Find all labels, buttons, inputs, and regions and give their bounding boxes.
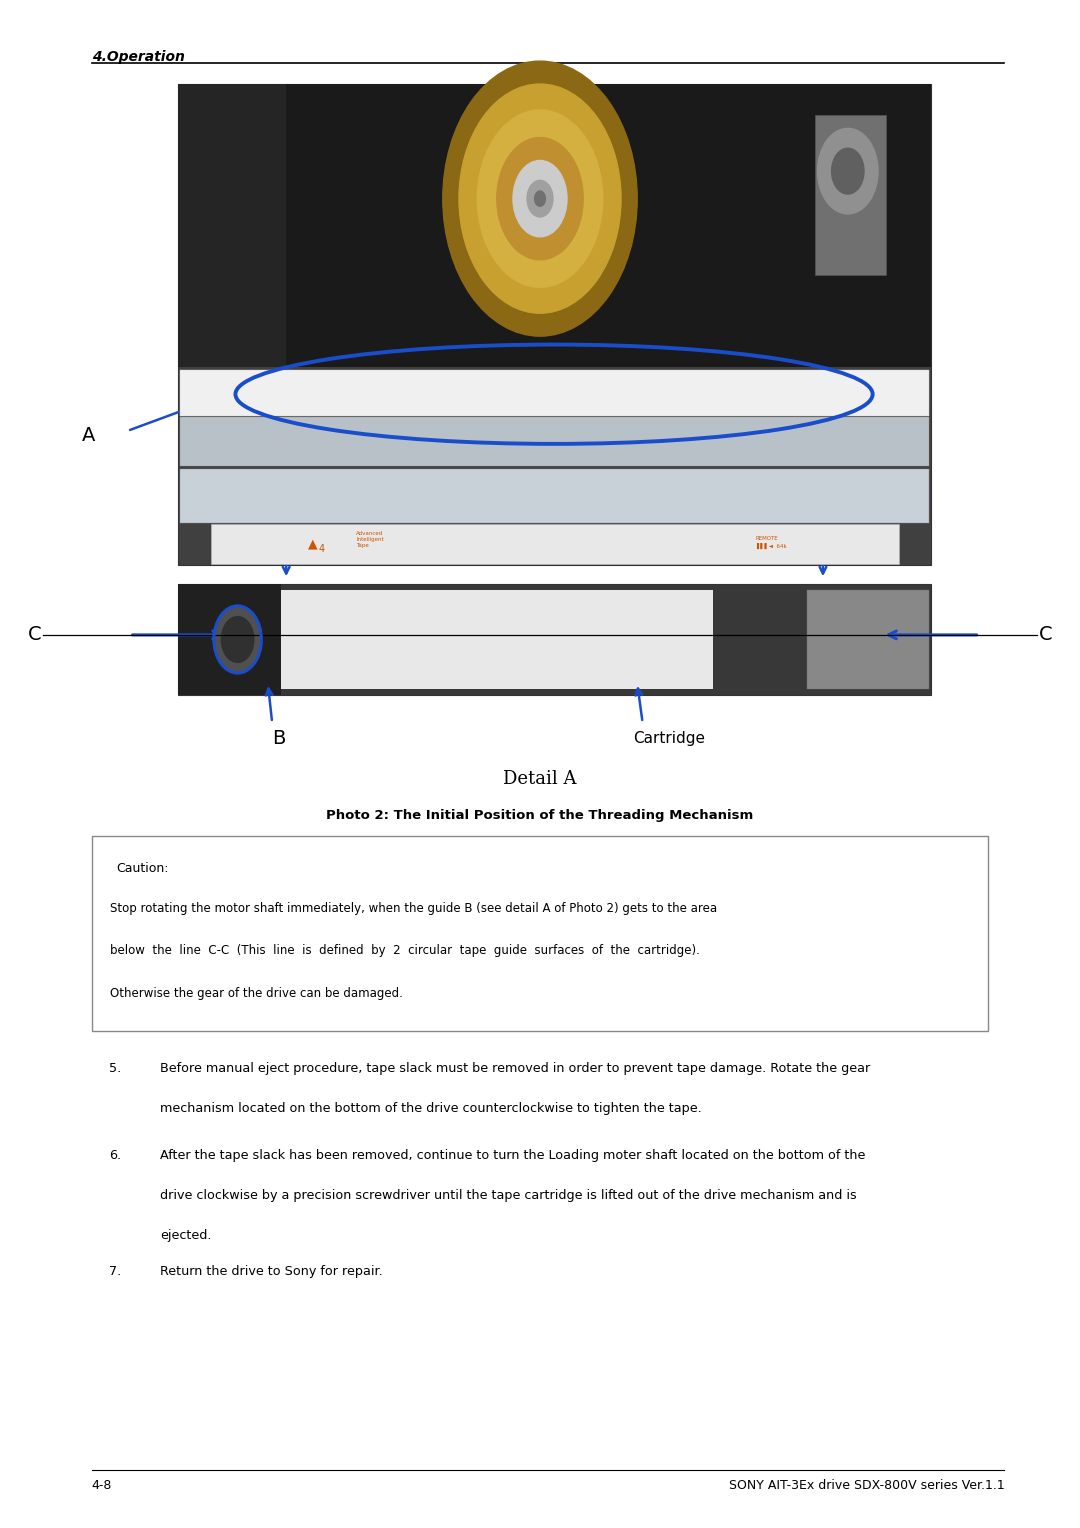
Text: 4-8: 4-8: [92, 1479, 112, 1491]
Circle shape: [832, 148, 864, 194]
Text: Stop rotating the motor shaft immediately, when the guide B (see detail A of Pho: Stop rotating the motor shaft immediatel…: [110, 902, 717, 915]
FancyBboxPatch shape: [815, 115, 886, 275]
Text: REMOTE
▌▌▌◄  64k: REMOTE ▌▌▌◄ 64k: [756, 536, 786, 549]
Circle shape: [214, 605, 261, 672]
Text: Tape guide surface: Tape guide surface: [740, 536, 872, 550]
Text: 4.Operation: 4.Operation: [92, 50, 185, 64]
FancyBboxPatch shape: [281, 590, 713, 689]
FancyBboxPatch shape: [807, 590, 929, 689]
Text: Photo 2: The Initial Position of the Threading Mechanism: Photo 2: The Initial Position of the Thr…: [326, 810, 754, 822]
Circle shape: [477, 110, 603, 287]
FancyBboxPatch shape: [180, 417, 929, 466]
FancyBboxPatch shape: [178, 84, 931, 367]
Circle shape: [443, 61, 637, 336]
FancyBboxPatch shape: [211, 524, 899, 564]
Text: 4: 4: [319, 544, 325, 553]
Circle shape: [221, 616, 254, 662]
Circle shape: [513, 160, 567, 237]
FancyBboxPatch shape: [178, 84, 931, 565]
Circle shape: [459, 84, 621, 313]
FancyBboxPatch shape: [178, 584, 931, 695]
Text: mechanism located on the bottom of the drive counterclockwise to tighten the tap: mechanism located on the bottom of the d…: [160, 1102, 702, 1115]
Text: ejected.: ejected.: [160, 1229, 212, 1242]
Text: C: C: [27, 625, 41, 645]
FancyBboxPatch shape: [180, 370, 929, 416]
FancyBboxPatch shape: [178, 84, 286, 367]
Text: C: C: [1039, 625, 1053, 645]
Text: 6.: 6.: [109, 1149, 121, 1163]
Text: Advanced
Intelligent
Tape: Advanced Intelligent Tape: [356, 532, 384, 547]
Text: A: A: [82, 426, 95, 445]
Text: 7.: 7.: [109, 1265, 121, 1279]
Circle shape: [527, 180, 553, 217]
Text: Cartridge: Cartridge: [634, 730, 705, 746]
Text: Tape guide surface: Tape guide surface: [238, 536, 369, 550]
FancyBboxPatch shape: [180, 469, 929, 523]
Text: Otherwise the gear of the drive can be damaged.: Otherwise the gear of the drive can be d…: [110, 987, 403, 1001]
Text: ▲: ▲: [309, 538, 318, 550]
FancyBboxPatch shape: [178, 584, 281, 695]
Text: Before manual eject procedure, tape slack must be removed in order to prevent ta: Before manual eject procedure, tape slac…: [160, 1062, 870, 1076]
Circle shape: [535, 191, 545, 206]
Text: SONY AIT-3Ex drive SDX-800V series Ver.1.1: SONY AIT-3Ex drive SDX-800V series Ver.1…: [729, 1479, 1004, 1491]
Circle shape: [818, 128, 878, 214]
Text: 5.: 5.: [109, 1062, 121, 1076]
Text: drive clockwise by a precision screwdriver until the tape cartridge is lifted ou: drive clockwise by a precision screwdriv…: [160, 1189, 856, 1203]
Circle shape: [497, 138, 583, 260]
Text: B: B: [272, 729, 285, 747]
Text: After the tape slack has been removed, continue to turn the Loading moter shaft : After the tape slack has been removed, c…: [160, 1149, 865, 1163]
Text: Detail A: Detail A: [503, 770, 577, 788]
Text: below  the  line  C-C  (This  line  is  defined  by  2  circular  tape  guide  s: below the line C-C (This line is defined…: [110, 944, 700, 958]
Text: Return the drive to Sony for repair.: Return the drive to Sony for repair.: [160, 1265, 382, 1279]
Text: Caution:: Caution:: [117, 862, 170, 876]
FancyBboxPatch shape: [92, 836, 988, 1031]
